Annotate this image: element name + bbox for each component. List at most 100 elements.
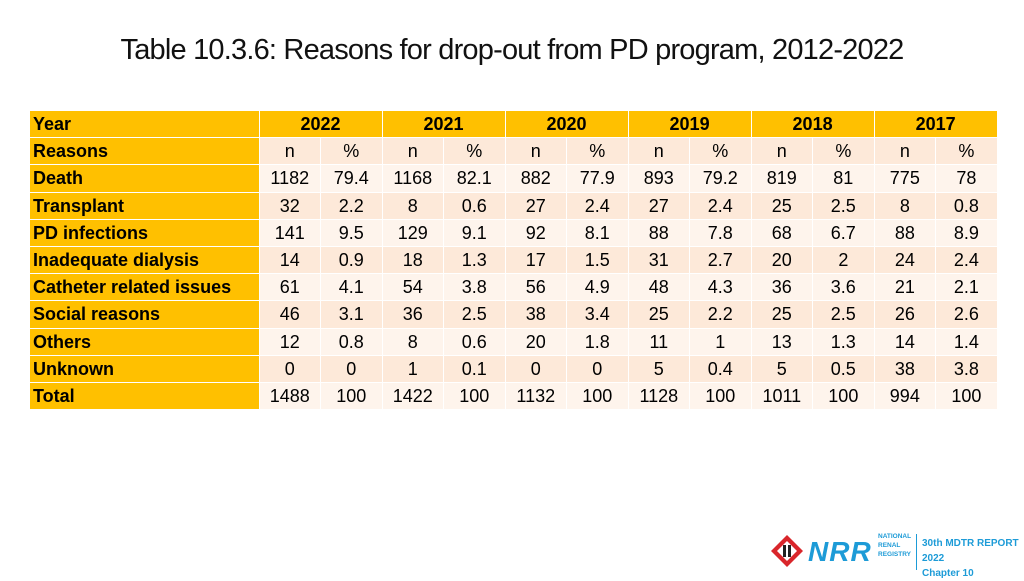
percent-cell: 0.5 [812, 355, 875, 383]
table-row: Death 1182 79.4 1168 82.1 882 77.9 893 79.2 819 81… [30, 164, 998, 193]
report-info: 30th MDTR REPORT 2022 Chapter 10 [922, 536, 1024, 581]
row-label: Social reasons [30, 300, 260, 329]
count-cell: 14 [258, 246, 321, 275]
count-cell: 0 [258, 355, 321, 383]
percent-cell: 1.3 [812, 328, 875, 356]
count-cell: 27 [504, 192, 568, 220]
count-cell: 1422 [381, 382, 445, 411]
count-cell: 1132 [504, 382, 568, 411]
count-cell: 1168 [381, 164, 445, 193]
count-cell: 38 [504, 300, 568, 329]
count-cell: 1488 [258, 382, 321, 411]
pct-header: % [566, 137, 629, 166]
percent-cell: 7.8 [689, 219, 752, 247]
count-cell: 1011 [750, 382, 814, 411]
percent-cell: 0.6 [443, 192, 506, 220]
percent-cell: 2.2 [320, 192, 383, 220]
percent-cell: 81 [812, 164, 875, 193]
year-header: 2019 [627, 111, 752, 139]
percent-cell: 4.9 [566, 273, 629, 302]
percent-cell: 3.1 [320, 300, 383, 329]
count-cell: 36 [750, 273, 814, 302]
count-cell: 893 [627, 164, 691, 193]
count-cell: 8 [381, 328, 445, 356]
percent-cell: 0 [566, 355, 629, 383]
count-cell: 20 [750, 246, 814, 275]
percent-cell: 0.1 [443, 355, 506, 383]
percent-cell: 2.5 [812, 300, 875, 329]
percent-cell: 2.5 [443, 300, 506, 329]
count-cell: 12 [258, 328, 321, 356]
count-cell: 46 [258, 300, 321, 329]
year-header: 2018 [750, 111, 875, 139]
count-cell: 92 [504, 219, 568, 247]
table-row: Total 1488 100 1422 100 1132 100 1128 100 1011 100… [30, 382, 998, 411]
n-header: n [504, 137, 568, 166]
percent-cell: 2.1 [935, 273, 998, 302]
row-label: Total [30, 382, 260, 411]
percent-cell: 2.4 [566, 192, 629, 220]
percent-cell: 0.9 [320, 246, 383, 275]
year-header-row: Year 2022 2021 2020 2019 2018 2017 [30, 111, 998, 139]
count-cell: 18 [381, 246, 445, 275]
count-cell: 14 [873, 328, 937, 356]
percent-cell: 0.4 [689, 355, 752, 383]
count-cell: 56 [504, 273, 568, 302]
count-cell: 25 [750, 192, 814, 220]
row-label: Inadequate dialysis [30, 246, 260, 275]
count-cell: 0 [504, 355, 568, 383]
percent-cell: 3.4 [566, 300, 629, 329]
n-header: n [258, 137, 321, 166]
n-header: n [750, 137, 814, 166]
table-row: Unknown 0 0 1 0.1 0 0 5 0.4 5 0.5 38 3.8 [30, 355, 998, 383]
count-cell: 994 [873, 382, 937, 411]
count-cell: 1 [381, 355, 445, 383]
count-cell: 5 [627, 355, 691, 383]
subheader-row: Reasons n % n % n % n % n % n % [30, 137, 998, 166]
count-cell: 141 [258, 219, 321, 247]
footer-branding: NRR NATIONAL RENAL REGISTRY 30th MDTR RE… [764, 530, 1024, 579]
percent-cell: 3.8 [443, 273, 506, 302]
percent-cell: 9.1 [443, 219, 506, 247]
percent-cell: 2 [812, 246, 875, 275]
count-cell: 8 [873, 192, 937, 220]
percent-cell: 1.3 [443, 246, 506, 275]
percent-cell: 0.8 [935, 192, 998, 220]
percent-cell: 79.2 [689, 164, 752, 193]
count-cell: 27 [627, 192, 691, 220]
pct-header: % [935, 137, 998, 166]
percent-cell: 77.9 [566, 164, 629, 193]
percent-cell: 1.8 [566, 328, 629, 356]
count-cell: 48 [627, 273, 691, 302]
table-row: Others 12 0.8 8 0.6 20 1.8 11 1 13 1.3 14 1.4 [30, 328, 998, 356]
count-cell: 36 [381, 300, 445, 329]
percent-cell: 1.4 [935, 328, 998, 356]
percent-cell: 100 [566, 382, 629, 411]
percent-cell: 1.5 [566, 246, 629, 275]
year-header: 2022 [258, 111, 383, 139]
year-label: Year [30, 111, 260, 139]
nrr-logo-text: NRR [808, 536, 872, 567]
year-header: 2017 [873, 111, 998, 139]
table-row: Catheter related issues 61 4.1 54 3.8 56 4.9 48… [30, 273, 998, 302]
pct-header: % [320, 137, 383, 166]
percent-cell: 100 [320, 382, 383, 411]
percent-cell: 0.8 [320, 328, 383, 356]
percent-cell: 79.4 [320, 164, 383, 193]
percent-cell: 82.1 [443, 164, 506, 193]
n-header: n [381, 137, 445, 166]
n-header: n [873, 137, 937, 166]
percent-cell: 9.5 [320, 219, 383, 247]
count-cell: 882 [504, 164, 568, 193]
percent-cell: 8.1 [566, 219, 629, 247]
percent-cell: 3.8 [935, 355, 998, 383]
count-cell: 61 [258, 273, 321, 302]
report-title: 30th MDTR REPORT 2022 [922, 538, 1019, 564]
count-cell: 8 [381, 192, 445, 220]
percent-cell: 100 [935, 382, 998, 411]
percent-cell: 2.7 [689, 246, 752, 275]
pct-header: % [443, 137, 506, 166]
count-cell: 68 [750, 219, 814, 247]
row-label: Transplant [30, 192, 260, 220]
count-cell: 88 [873, 219, 937, 247]
